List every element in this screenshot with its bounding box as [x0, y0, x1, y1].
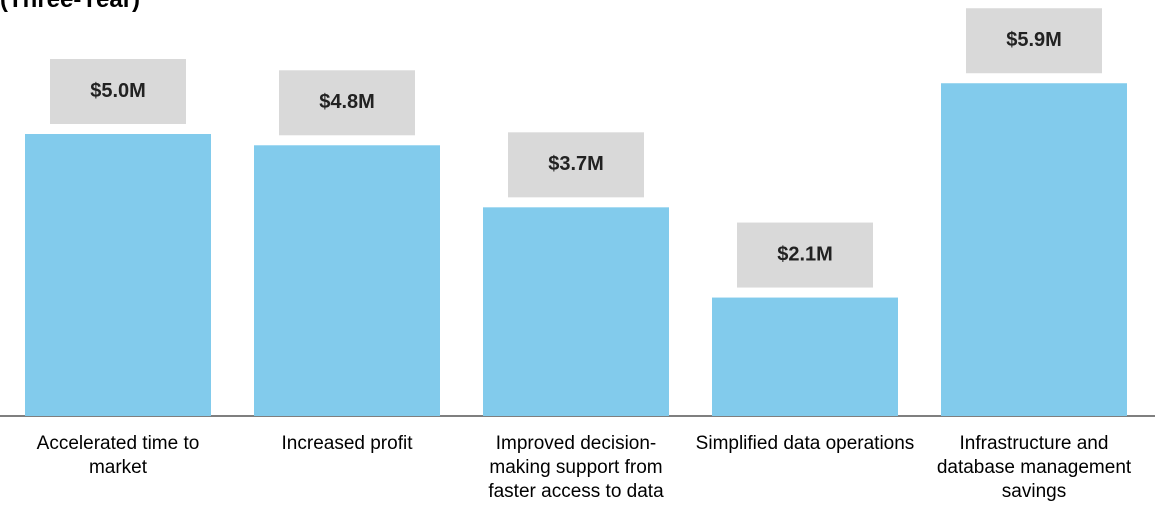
value-label-box: [737, 222, 873, 288]
x-tick-label: Accelerated time to market: [36, 433, 200, 478]
x-tick-label: Increased profit: [281, 433, 413, 454]
x-tick-label: Improved decision-making support from fa…: [488, 433, 664, 502]
bar: [254, 145, 440, 416]
chart-title: (Three-Year): [0, 0, 140, 14]
value-label: $4.8M: [319, 91, 375, 113]
bar: [941, 83, 1127, 417]
value-label-box: [966, 8, 1102, 74]
value-label: $5.9M: [1006, 29, 1062, 51]
value-label-box: [279, 70, 415, 136]
x-tick-label: Simplified data operations: [695, 433, 915, 454]
value-label: $5.0M: [90, 80, 146, 102]
x-tick-label: Infrastructure and database management s…: [936, 433, 1132, 502]
value-label-box: [50, 59, 186, 124]
bar: [25, 134, 211, 416]
value-label: $2.1M: [777, 243, 833, 265]
value-label: $3.7M: [548, 153, 604, 175]
bar: [712, 297, 898, 416]
value-label-box: [508, 132, 644, 198]
bar: [483, 207, 669, 416]
